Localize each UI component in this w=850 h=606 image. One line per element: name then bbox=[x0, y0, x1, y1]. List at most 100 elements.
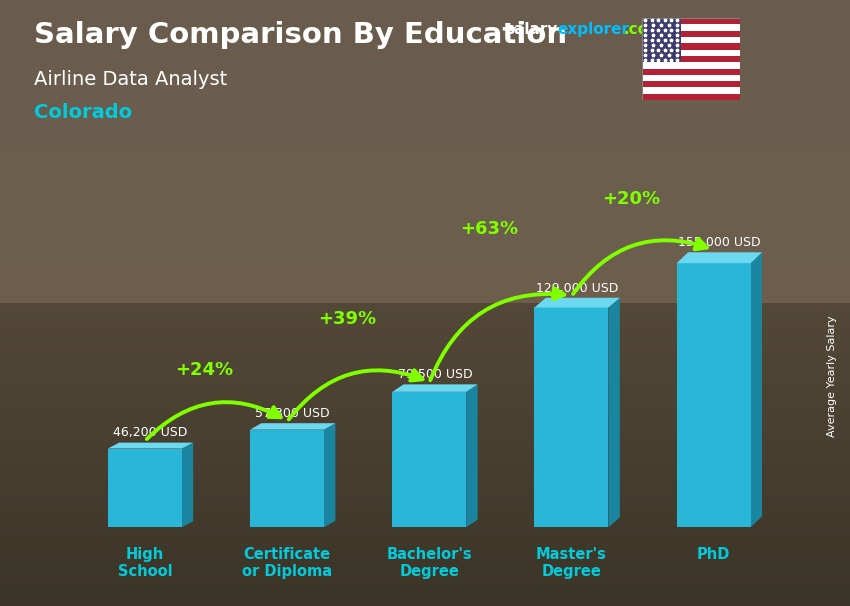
Bar bbox=[0, 482, 850, 485]
Bar bbox=[0, 185, 850, 188]
Bar bbox=[0, 221, 850, 224]
Bar bbox=[0, 494, 850, 497]
Bar bbox=[0, 388, 850, 391]
Bar bbox=[0, 121, 850, 124]
Bar bbox=[108, 448, 182, 527]
Bar bbox=[0, 6, 850, 9]
Bar bbox=[0, 94, 850, 97]
Bar bbox=[0, 461, 850, 464]
Bar bbox=[0, 67, 850, 70]
Bar bbox=[0, 409, 850, 412]
Bar bbox=[0, 230, 850, 233]
Bar bbox=[642, 56, 740, 62]
Bar bbox=[0, 109, 850, 112]
Bar bbox=[0, 42, 850, 45]
Bar bbox=[0, 567, 850, 570]
Bar bbox=[0, 403, 850, 406]
Bar bbox=[0, 348, 850, 351]
Bar bbox=[0, 415, 850, 418]
Text: +39%: +39% bbox=[318, 310, 376, 328]
Text: 129,000 USD: 129,000 USD bbox=[536, 282, 618, 295]
Text: salary: salary bbox=[506, 22, 558, 38]
Bar bbox=[642, 18, 681, 62]
Bar bbox=[0, 100, 850, 103]
Bar bbox=[0, 148, 850, 152]
Bar bbox=[0, 136, 850, 139]
Bar bbox=[0, 115, 850, 118]
Bar bbox=[0, 145, 850, 148]
Bar bbox=[0, 291, 850, 294]
Bar bbox=[642, 81, 740, 87]
Text: Salary Comparison By Education: Salary Comparison By Education bbox=[34, 21, 567, 49]
Bar bbox=[0, 570, 850, 573]
Polygon shape bbox=[108, 442, 193, 448]
Bar bbox=[0, 15, 850, 18]
Bar bbox=[0, 527, 850, 530]
Bar bbox=[0, 451, 850, 454]
Bar bbox=[0, 242, 850, 245]
Bar bbox=[642, 50, 740, 56]
Bar bbox=[0, 339, 850, 342]
Text: +63%: +63% bbox=[460, 220, 518, 238]
Bar bbox=[0, 194, 850, 197]
Bar bbox=[642, 68, 740, 75]
Bar bbox=[0, 336, 850, 339]
Bar bbox=[0, 579, 850, 582]
Bar bbox=[0, 430, 850, 433]
Polygon shape bbox=[535, 298, 620, 307]
Bar bbox=[0, 536, 850, 539]
Bar bbox=[0, 282, 850, 285]
Bar bbox=[642, 31, 740, 37]
Bar bbox=[0, 427, 850, 430]
Bar bbox=[0, 582, 850, 585]
Bar bbox=[642, 24, 740, 31]
Bar bbox=[642, 87, 740, 94]
Bar bbox=[0, 551, 850, 554]
Bar bbox=[0, 533, 850, 536]
Bar bbox=[0, 439, 850, 442]
Bar bbox=[0, 355, 850, 358]
Bar bbox=[0, 264, 850, 267]
Bar bbox=[0, 245, 850, 248]
Bar bbox=[0, 73, 850, 76]
Bar bbox=[0, 124, 850, 127]
Bar bbox=[250, 430, 324, 527]
Bar bbox=[0, 400, 850, 403]
Bar bbox=[0, 518, 850, 521]
Bar bbox=[0, 248, 850, 251]
Bar bbox=[0, 191, 850, 194]
Bar bbox=[0, 394, 850, 397]
Bar bbox=[0, 603, 850, 606]
Bar bbox=[0, 497, 850, 500]
Bar bbox=[0, 106, 850, 109]
Bar bbox=[0, 436, 850, 439]
Bar bbox=[0, 521, 850, 524]
Bar bbox=[0, 270, 850, 273]
Bar bbox=[0, 279, 850, 282]
Bar bbox=[0, 464, 850, 467]
Bar bbox=[0, 9, 850, 12]
Bar bbox=[0, 539, 850, 542]
Bar bbox=[0, 424, 850, 427]
Bar bbox=[0, 588, 850, 591]
Bar bbox=[0, 473, 850, 476]
Polygon shape bbox=[393, 384, 478, 392]
Polygon shape bbox=[751, 252, 762, 527]
Bar bbox=[0, 139, 850, 142]
Bar bbox=[642, 94, 740, 100]
Bar bbox=[0, 142, 850, 145]
Bar bbox=[0, 200, 850, 203]
Bar bbox=[0, 206, 850, 209]
Bar bbox=[0, 27, 850, 30]
Bar bbox=[0, 267, 850, 270]
Bar bbox=[0, 321, 850, 324]
Polygon shape bbox=[250, 423, 336, 430]
Bar bbox=[0, 239, 850, 242]
Bar bbox=[0, 509, 850, 512]
Bar bbox=[0, 218, 850, 221]
Text: Average Yearly Salary: Average Yearly Salary bbox=[827, 315, 837, 436]
Bar bbox=[0, 530, 850, 533]
Polygon shape bbox=[466, 384, 478, 527]
Bar bbox=[0, 358, 850, 361]
Bar bbox=[0, 512, 850, 515]
